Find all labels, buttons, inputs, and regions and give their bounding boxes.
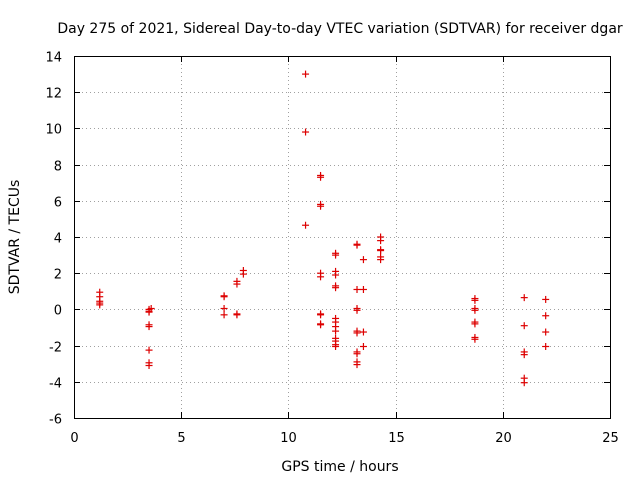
data-point [239,270,247,278]
y-tick-label: -6 [49,413,62,428]
data-point [520,379,528,387]
data-point [353,329,361,337]
y-tick-label: -4 [49,377,62,392]
data-point [332,284,340,292]
data-point [359,256,367,264]
data-point [353,285,361,293]
data-point [317,173,325,181]
data-point [520,351,528,359]
data-point [377,256,385,264]
data-point [542,343,550,351]
data-point [359,285,367,293]
data-point [317,202,325,210]
data-point [302,221,310,229]
x-tick-label: 25 [602,431,619,446]
x-tick-label: 20 [495,431,512,446]
data-point [332,343,340,351]
y-tick-label: 6 [54,196,62,211]
y-tick-label: -2 [49,341,62,356]
data-point [542,312,550,320]
data-point [520,294,528,302]
x-tick-label: 10 [280,431,297,446]
data-point [359,328,367,336]
y-tick-label: 14 [45,51,62,66]
data-point [471,320,479,328]
data-point [353,350,361,358]
data-point [359,343,367,351]
y-tick-label: 4 [54,232,62,247]
y-tick-label: 2 [54,268,62,283]
data-point [96,301,104,309]
data-point [332,271,340,279]
data-point [353,361,361,369]
data-points [96,70,550,387]
y-tick-label: 10 [45,123,62,138]
data-point [377,237,385,245]
data-point [145,308,153,316]
data-point [471,296,479,304]
data-point [317,311,325,319]
data-point [220,304,228,312]
data-point [145,346,153,354]
data-point [220,311,228,319]
data-point [353,306,361,314]
x-tick-label: 15 [388,431,405,446]
data-point [520,322,528,330]
data-point [302,128,310,136]
data-point [317,321,325,329]
data-point [147,304,155,312]
data-point [542,328,550,336]
grid [74,56,610,418]
y-axis-label: SDTVAR / TECUs [7,180,23,295]
data-point [145,362,153,370]
y-tick-label: 0 [54,304,62,319]
data-point [542,295,550,303]
data-point [145,323,153,331]
chart-title: Day 275 of 2021, Sidereal Day-to-day VTE… [57,21,623,37]
data-point [471,335,479,343]
data-point [233,280,241,288]
data-point [317,273,325,281]
plot-frame [74,56,611,419]
data-point [471,306,479,314]
x-tick-label: 0 [70,431,78,446]
x-tick-label: 5 [177,431,185,446]
data-point [377,247,385,255]
data-point [233,311,241,319]
data-point [332,251,340,259]
data-point [332,327,340,335]
data-point [353,241,361,249]
axis-ticks: 0 5 10 15 20 25 -6 -4 -2 0 2 4 6 8 10 12 14 [45,51,618,447]
y-tick-label: 12 [45,87,62,102]
data-point [220,293,228,301]
x-axis-label: GPS time / hours [281,459,398,475]
y-tick-label: 8 [54,160,62,175]
data-point [302,70,310,78]
